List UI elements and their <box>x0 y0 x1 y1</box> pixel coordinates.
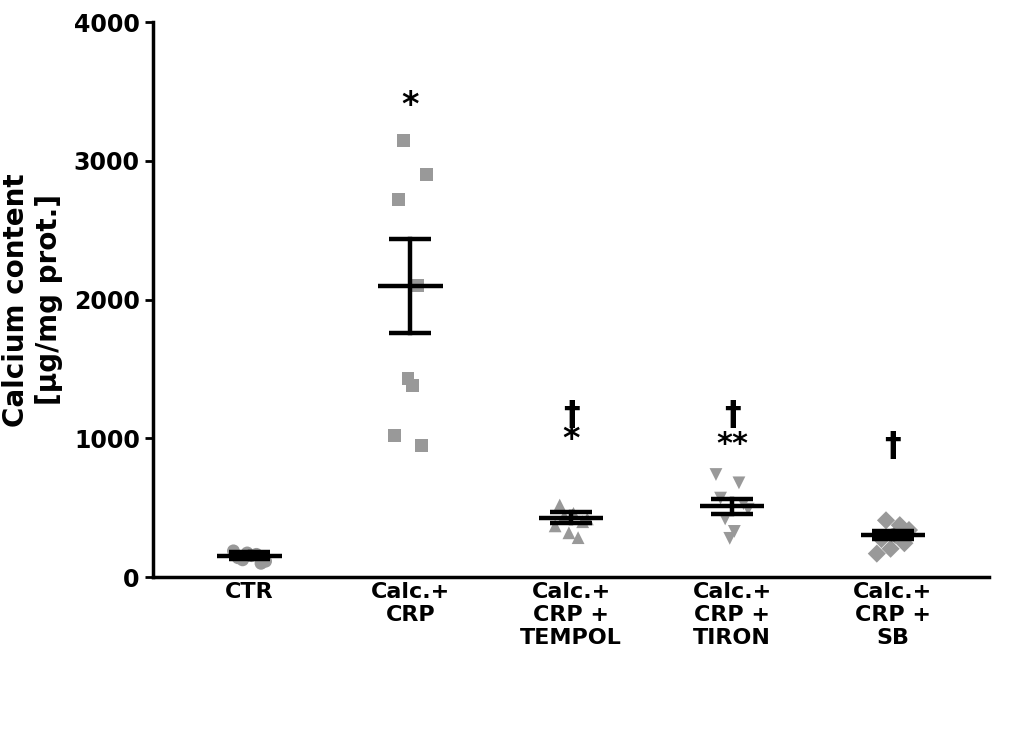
Point <box>386 430 403 442</box>
Text: *: * <box>561 423 580 457</box>
Point <box>868 548 884 559</box>
Point <box>877 514 894 526</box>
Point <box>565 508 581 519</box>
Text: *: * <box>401 89 419 122</box>
Point <box>730 477 746 489</box>
Point <box>551 499 568 511</box>
Point <box>238 547 255 559</box>
Point <box>253 557 269 569</box>
Text: †: † <box>883 431 901 463</box>
Point <box>891 519 907 531</box>
Point <box>395 134 412 146</box>
Text: †: † <box>722 399 740 431</box>
Point <box>244 550 260 562</box>
Point <box>881 543 898 555</box>
Point <box>900 524 916 536</box>
Point <box>546 520 562 532</box>
Text: **: ** <box>715 430 747 460</box>
Point <box>560 527 577 539</box>
Point <box>570 532 586 544</box>
Point <box>225 545 242 556</box>
Point <box>234 554 251 566</box>
Point <box>414 440 430 451</box>
Point <box>555 511 572 522</box>
Text: †: † <box>562 399 579 431</box>
Point <box>399 373 416 385</box>
Point <box>739 503 755 515</box>
Point <box>248 548 264 560</box>
Point <box>579 513 595 525</box>
Point <box>390 194 407 206</box>
Point <box>405 380 421 391</box>
Point <box>716 513 733 525</box>
Point <box>896 537 912 549</box>
Point <box>257 555 273 567</box>
Point <box>711 492 728 504</box>
Point <box>574 516 590 528</box>
Point <box>707 468 723 480</box>
Point <box>872 533 889 545</box>
Point <box>887 529 903 541</box>
Point <box>726 525 742 537</box>
Point <box>229 552 246 564</box>
Point <box>735 498 751 510</box>
Y-axis label: Calcium content
[µg/mg prot.]: Calcium content [µg/mg prot.] <box>2 173 62 426</box>
Point <box>409 280 425 292</box>
Point <box>418 169 434 181</box>
Point <box>720 533 737 545</box>
